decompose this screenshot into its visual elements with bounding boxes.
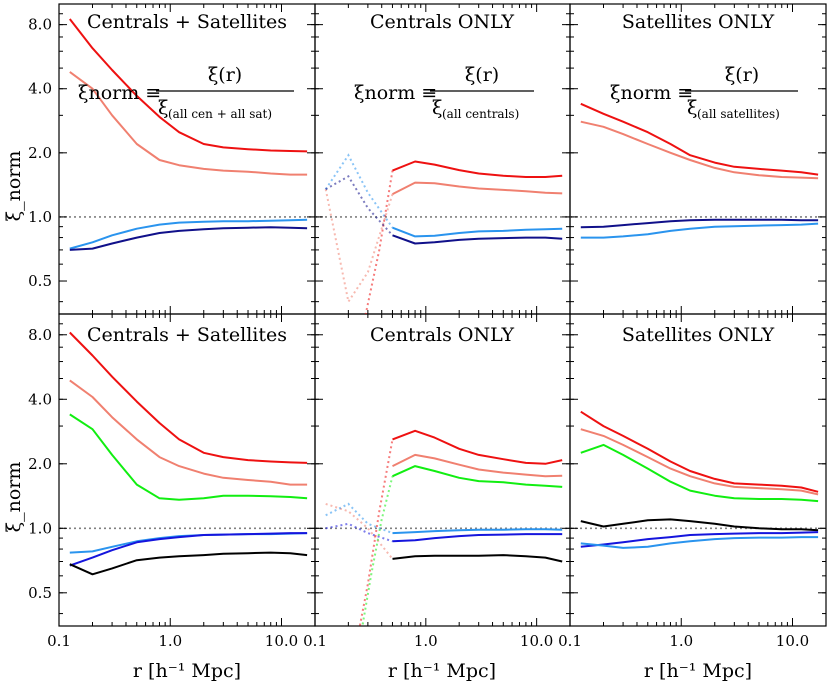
- x-tick-label: 1.0: [158, 632, 182, 650]
- series-line-salmon-dotted: [325, 502, 394, 560]
- series-line-salmon: [69, 71, 308, 176]
- series-line-blue: [392, 533, 563, 543]
- panel-series: [324, 153, 563, 314]
- series-line-red: [392, 429, 563, 465]
- panel-title: Centrals ONLY: [370, 324, 515, 346]
- panel-series: [580, 102, 819, 239]
- series-line-black: [580, 518, 819, 532]
- panel-series: [69, 18, 308, 251]
- series-line-navy: [392, 234, 563, 245]
- y-tick-label: 0.5: [28, 272, 52, 290]
- y-axis-label: ξ_norm: [3, 462, 25, 533]
- panel-title: Satellites ONLY: [622, 324, 775, 346]
- series-line-blue: [69, 532, 308, 567]
- series-line-red: [580, 102, 819, 176]
- series-line-lightblue: [392, 528, 563, 535]
- y-tick-label: 0.5: [28, 584, 52, 602]
- series-line-lightblue: [580, 222, 819, 239]
- series-line-black: [69, 551, 308, 576]
- plot-area: [69, 18, 819, 626]
- y-tick-label: 1.0: [28, 208, 52, 226]
- series-line-green: [580, 443, 819, 503]
- panel-series: [325, 429, 563, 626]
- panel-title: Centrals ONLY: [370, 11, 515, 33]
- y-tick-label: 4.0: [28, 390, 52, 408]
- panel-frame: [314, 3, 571, 315]
- equation-numerator: ξ(r): [208, 64, 242, 86]
- y-tick-label: 1.0: [28, 519, 52, 537]
- x-axis-label: r [h⁻¹ Mpc]: [133, 660, 241, 682]
- series-line-blue-dotted: [325, 522, 393, 543]
- equation-denominator: ξ: [432, 97, 442, 119]
- series-line-lightblue: [69, 218, 308, 250]
- series-line-salmon: [580, 120, 819, 180]
- series-line-green: [392, 465, 563, 488]
- series-line-black: [392, 554, 563, 563]
- equation-panel-3: ξnorm ≡ ξ(r) ξ (all satellites): [610, 64, 798, 121]
- panel-frame: [569, 3, 827, 315]
- equation-lhs: ξnorm ≡: [354, 82, 437, 104]
- series-line-red-dotted: [364, 170, 394, 314]
- series-line-lightblue-dotted: [325, 502, 393, 535]
- series-line-navy-dotted: [325, 175, 394, 236]
- y-axis-label: ξ_norm: [3, 151, 25, 222]
- panel-series: [69, 331, 308, 576]
- series-line-green: [69, 413, 308, 501]
- series-line-salmon: [392, 453, 563, 478]
- x-axis-label: r [h⁻¹ Mpc]: [388, 660, 496, 682]
- y-tick-label: 2.0: [28, 144, 52, 162]
- x-tick-label: 0.1: [303, 632, 327, 650]
- series-line-navy: [580, 218, 819, 229]
- series-line-salmon: [580, 428, 819, 496]
- x-tick-label: 1.0: [414, 632, 438, 650]
- panel-frame: [569, 313, 827, 627]
- equation-lhs: ξnorm ≡: [610, 82, 693, 104]
- series-line-lightblue: [392, 226, 563, 238]
- y-tick-label: 8.0: [28, 16, 52, 34]
- equation-denominator: ξ: [158, 97, 168, 119]
- x-tick-label: 1.0: [669, 632, 693, 650]
- x-tick-label: 10.0: [520, 632, 553, 650]
- x-tick-label: 10.0: [776, 632, 809, 650]
- panel-title: Satellites ONLY: [622, 11, 775, 33]
- panel-series: [580, 410, 819, 549]
- equation-denominator-subscript: (all cen + all sat): [168, 107, 272, 121]
- panel-title: Centrals + Satellites: [87, 324, 287, 346]
- equation-denominator: ξ: [687, 97, 697, 119]
- series-line-salmon: [69, 379, 308, 486]
- equation-numerator: ξ(r): [725, 64, 759, 86]
- series-line-navy: [69, 226, 308, 251]
- series-line-red: [69, 18, 308, 153]
- series-line-red: [69, 331, 308, 464]
- x-axis-label: r [h⁻¹ Mpc]: [644, 660, 752, 682]
- panel-title: Centrals + Satellites: [87, 11, 287, 33]
- y-tick-label: 2.0: [28, 455, 52, 473]
- y-tick-label: 8.0: [28, 326, 52, 344]
- panel-frames: [58, 3, 827, 627]
- series-line-green-dotted: [361, 475, 394, 626]
- y-tick-label: 4.0: [28, 80, 52, 98]
- panel-frame: [314, 313, 571, 627]
- series-line-salmon-dotted: [324, 189, 394, 305]
- equation-numerator: ξ(r): [465, 64, 499, 86]
- axes-ticks: 0.5 1.0 2.0 4.0 8.0 0.5 1.0 2.0 4.0 8.0 0.1 1.0 10.0…: [28, 4, 827, 650]
- series-line-blue: [580, 531, 819, 548]
- x-tick-label: 0.1: [47, 632, 71, 650]
- series-line-red: [580, 410, 819, 493]
- equation-panel-2: ξnorm ≡ ξ(r) ξ (all centrals): [354, 64, 534, 121]
- equation-panel-1: ξnorm ≡ ξ(r) ξ (all cen + all sat): [78, 64, 294, 121]
- series-line-lightblue: [580, 536, 819, 549]
- x-tick-label: 0.1: [558, 632, 582, 650]
- equation-denominator-subscript: (all centrals): [442, 107, 519, 121]
- x-tick-label: 10.0: [265, 632, 298, 650]
- series-line-red: [392, 160, 563, 178]
- series-line-salmon: [392, 181, 563, 195]
- series-line-lightblue-dotted: [324, 153, 394, 229]
- equation-denominator-subscript: (all satellites): [697, 107, 780, 121]
- panel-frame: [58, 3, 316, 315]
- equation-lhs: ξnorm ≡: [78, 82, 161, 104]
